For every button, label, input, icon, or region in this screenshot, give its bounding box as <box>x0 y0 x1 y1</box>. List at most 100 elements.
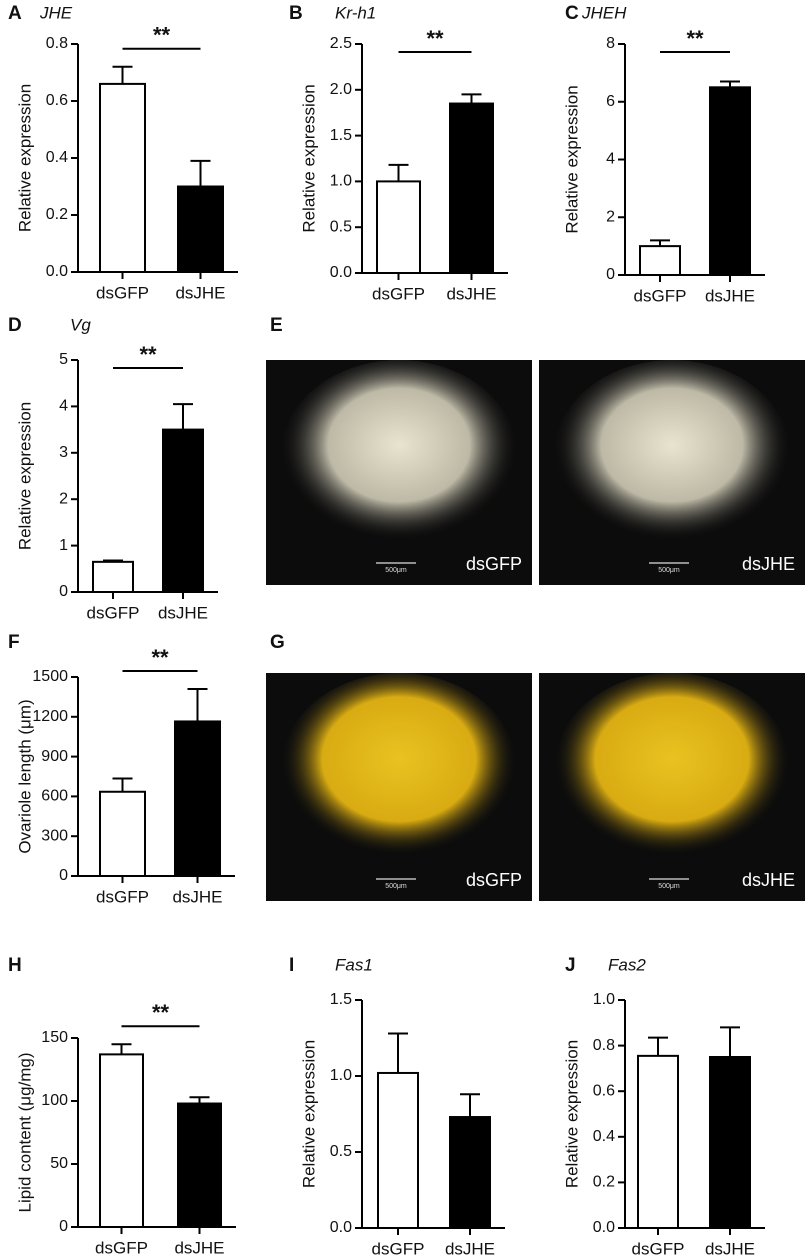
photo-label: dsJHE <box>742 554 795 574</box>
significance-label: ** <box>139 342 157 367</box>
bar <box>449 1116 491 1230</box>
bar <box>92 560 134 594</box>
y-tick-label: 2.5 <box>330 35 352 52</box>
y-tick-label: 0 <box>59 867 68 884</box>
y-tick-label: 0.6 <box>46 92 68 109</box>
y-axis-label: Relative expression <box>15 84 34 232</box>
y-tick-label: 2 <box>606 208 615 225</box>
y-tick-label: 1.5 <box>330 991 352 1008</box>
photo-label: dsJHE <box>742 870 795 890</box>
y-tick-label: 0 <box>59 1218 68 1235</box>
significance-label: ** <box>686 26 704 51</box>
y-tick-label: 4 <box>59 398 68 415</box>
scale-bar-label: 500μm <box>385 883 407 890</box>
bar <box>162 428 204 593</box>
bar <box>449 102 494 275</box>
significance-label: ** <box>153 23 171 48</box>
gene-title: JHEH <box>581 3 627 22</box>
scale-bar-label: 500μm <box>658 883 680 890</box>
x-tick-label: dsJHE <box>445 1239 495 1258</box>
tissue <box>554 673 790 865</box>
bar <box>99 790 146 877</box>
y-tick-label: 0.8 <box>593 1037 615 1054</box>
bar <box>709 1056 751 1229</box>
bar <box>177 1102 222 1229</box>
y-tick-label: 150 <box>41 1029 68 1046</box>
y-tick-label: 0.4 <box>46 149 68 166</box>
scale-bar-label: 500μm <box>385 567 407 574</box>
y-tick-label: 4 <box>606 151 615 168</box>
y-axis-label: Lipid content (μg/mg) <box>15 1052 34 1212</box>
y-tick-label: 0.2 <box>46 206 68 223</box>
gene-title: JHE <box>39 3 73 22</box>
bar <box>99 82 146 274</box>
y-tick-label: 0 <box>606 266 615 283</box>
gene-title: Fas2 <box>608 955 646 974</box>
panel-letter: C <box>565 3 579 24</box>
y-tick-label: 0.0 <box>330 1219 352 1236</box>
x-tick-label: dsJHE <box>705 286 755 305</box>
x-tick-label: dsJHE <box>446 284 496 303</box>
y-axis-label: Relative expression <box>562 1040 581 1188</box>
panel-letter: A <box>8 3 22 24</box>
y-tick-label: 0.0 <box>330 264 352 281</box>
y-axis-label: Relative expression <box>299 84 318 232</box>
y-tick-label: 0.4 <box>593 1128 615 1145</box>
y-tick-label: 300 <box>41 827 68 844</box>
x-tick-label: dsGFP <box>87 603 140 622</box>
y-tick-label: 1500 <box>32 668 68 685</box>
y-tick-label: 1.0 <box>330 173 352 190</box>
x-tick-label: dsGFP <box>372 1239 425 1258</box>
y-tick-label: 0.0 <box>46 263 68 280</box>
y-axis-label: Relative expression <box>15 402 34 550</box>
y-axis-label: Ovariole length (μm) <box>15 699 34 853</box>
panel-letter: B <box>289 3 303 24</box>
y-tick-label: 0.0 <box>593 1219 615 1236</box>
significance-label: ** <box>426 26 444 51</box>
bar <box>637 1054 679 1229</box>
significance-label: ** <box>152 1000 170 1025</box>
bar <box>99 1053 144 1228</box>
y-tick-label: 1.0 <box>593 991 615 1008</box>
x-tick-label: dsJHE <box>158 603 208 622</box>
bar <box>377 1071 419 1229</box>
y-tick-label: 600 <box>41 788 68 805</box>
y-tick-label: 8 <box>606 35 615 52</box>
bar <box>177 185 224 273</box>
x-tick-label: dsGFP <box>372 284 425 303</box>
y-tick-label: 100 <box>41 1092 68 1109</box>
bar <box>639 245 681 276</box>
panel-letter: E <box>270 315 283 336</box>
tissue <box>281 673 517 865</box>
y-tick-label: 1200 <box>32 708 68 725</box>
bar <box>376 180 421 274</box>
y-tick-label: 0.2 <box>593 1174 615 1191</box>
y-tick-label: 2.0 <box>330 81 352 98</box>
panel-letter: J <box>565 955 576 976</box>
x-tick-label: dsJHE <box>172 887 222 906</box>
panel-letter: G <box>270 632 285 653</box>
significance-label: ** <box>151 645 169 670</box>
panel-letter: H <box>8 955 22 976</box>
y-tick-label: 0.5 <box>330 218 352 235</box>
y-tick-label: 900 <box>41 748 68 765</box>
panel-letter: I <box>289 955 294 976</box>
y-tick-label: 0 <box>59 583 68 600</box>
y-tick-label: 0.6 <box>593 1082 615 1099</box>
gene-title: Vg <box>70 315 91 334</box>
gene-title: Fas1 <box>335 955 373 974</box>
x-tick-label: dsGFP <box>632 1239 685 1258</box>
tissue <box>554 360 790 549</box>
y-tick-label: 3 <box>59 444 68 461</box>
x-tick-label: dsJHE <box>175 283 225 302</box>
y-tick-label: 0.8 <box>46 35 68 52</box>
photo-label: dsGFP <box>466 870 522 890</box>
panel-letter: F <box>8 632 20 653</box>
x-tick-label: dsGFP <box>634 286 687 305</box>
tissue <box>281 360 517 549</box>
y-axis-label: Relative expression <box>562 85 581 233</box>
y-tick-label: 6 <box>606 93 615 110</box>
y-axis-label: Relative expression <box>299 1040 318 1188</box>
scale-bar-label: 500μm <box>658 567 680 574</box>
